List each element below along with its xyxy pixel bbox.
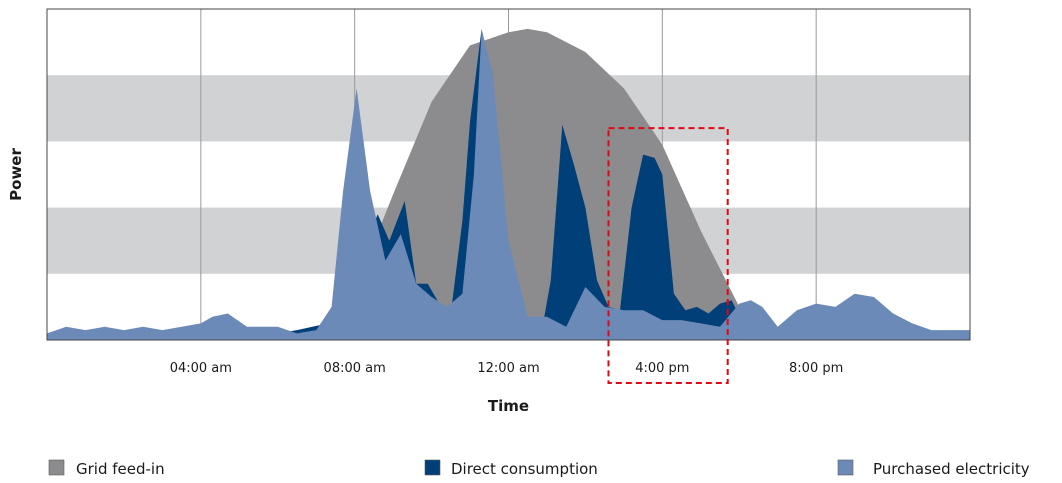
series-area-purchased-electricity <box>47 28 970 341</box>
y-axis-title: Power <box>7 148 25 201</box>
series-areas <box>47 28 970 341</box>
plot-frame <box>46 8 971 341</box>
x-tick-label: 12:00 am <box>477 361 539 376</box>
legend-swatch <box>48 459 65 476</box>
x-tick-labels: 04:00 am 08:00 am 12:00 am 4:00 pm 8:00 pm <box>170 361 844 376</box>
highlight-box <box>607 127 729 385</box>
legend-label: Grid feed-in <box>76 460 165 478</box>
x-tick-label: 8:00 pm <box>789 361 843 376</box>
x-tick-label: 08:00 am <box>324 361 386 376</box>
legend-label: Direct consumption <box>451 460 598 478</box>
legend-swatch <box>424 459 441 476</box>
x-tick-label: 04:00 am <box>170 361 232 376</box>
legend-label: Purchased electricity <box>873 460 1030 478</box>
legend-swatch <box>837 459 854 476</box>
x-axis-title: Time <box>488 397 529 415</box>
x-tick-label: 4:00 pm <box>635 361 689 376</box>
legend: Grid feed-in Direct consumption Purchased … <box>48 459 1030 478</box>
